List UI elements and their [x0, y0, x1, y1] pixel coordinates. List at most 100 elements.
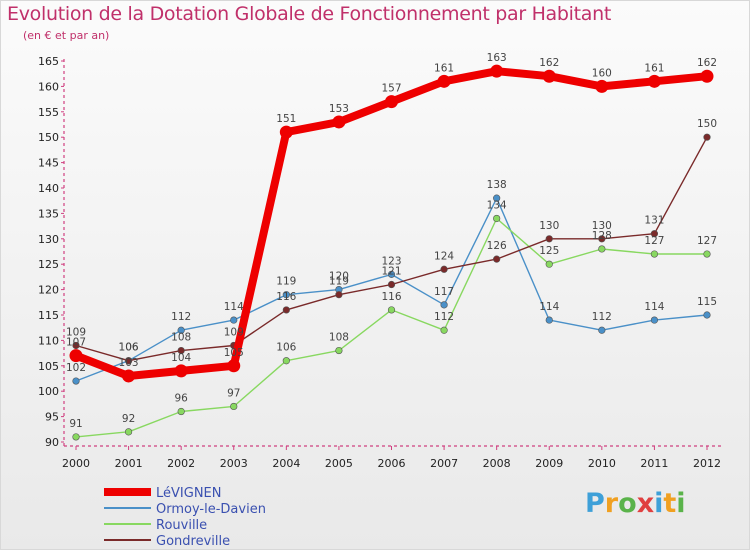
data-label: 97	[227, 387, 240, 399]
data-label: 160	[592, 67, 612, 79]
data-label: 92	[122, 413, 135, 425]
data-label: 114	[224, 301, 244, 313]
data-point	[703, 311, 711, 319]
data-label: 130	[592, 220, 612, 232]
data-point	[490, 64, 504, 78]
data-point	[124, 357, 133, 365]
data-point	[177, 407, 185, 416]
data-point	[703, 133, 711, 141]
data-point	[700, 69, 714, 83]
data-point	[282, 357, 290, 365]
data-label: 114	[644, 301, 664, 313]
data-point	[493, 214, 501, 223]
data-point	[647, 74, 661, 88]
data-label: 116	[381, 291, 401, 303]
x-tick-label: 2012	[693, 457, 721, 470]
data-label: 120	[329, 271, 349, 283]
data-point	[177, 326, 185, 334]
x-tick-label: 2010	[588, 457, 616, 470]
x-tick-label: 2009	[535, 457, 563, 470]
data-label: 103	[119, 357, 139, 369]
data-point	[545, 235, 553, 243]
data-point	[493, 255, 501, 263]
data-label: 108	[329, 332, 349, 344]
y-tick-label: 115	[38, 309, 59, 322]
data-label: 114	[539, 301, 559, 313]
data-label: 162	[539, 57, 559, 69]
data-point	[437, 74, 451, 88]
x-tick-label: 2002	[167, 457, 195, 470]
x-tick-label: 2005	[325, 457, 353, 470]
data-label: 96	[174, 393, 188, 405]
data-label: 106	[276, 342, 296, 354]
data-label: 105	[224, 347, 244, 359]
y-tick-label: 90	[45, 436, 59, 449]
data-label: 127	[644, 235, 664, 247]
data-label: 124	[434, 250, 454, 262]
data-point	[227, 359, 241, 373]
data-label: 106	[119, 342, 139, 354]
data-label: 161	[644, 62, 664, 74]
data-label: 125	[539, 245, 559, 257]
data-point	[279, 125, 293, 139]
data-point	[440, 301, 448, 309]
data-label: 108	[171, 332, 191, 344]
legend-label: Gondreville	[156, 534, 230, 549]
data-label: 106	[119, 342, 139, 354]
data-label: 112	[434, 311, 454, 323]
legend-label: Rouville	[156, 518, 207, 533]
data-point	[542, 69, 556, 83]
data-label: 117	[434, 286, 454, 298]
data-label: 119	[276, 276, 296, 288]
data-label: 104	[171, 352, 191, 364]
data-label: 131	[644, 215, 664, 227]
data-label: 163	[487, 52, 507, 64]
data-label: 151	[276, 113, 296, 125]
data-point	[440, 326, 448, 334]
data-label: 123	[381, 255, 401, 267]
x-tick-label: 2000	[62, 457, 90, 470]
y-tick-label: 130	[38, 233, 59, 246]
y-tick-label: 125	[38, 258, 59, 271]
data-point	[230, 402, 238, 411]
proxiti-logo: Proxiti	[585, 488, 686, 519]
chart-title: Evolution de la Dotation Globale de Fonc…	[7, 3, 612, 25]
data-label: 134	[487, 199, 507, 211]
data-point	[598, 245, 606, 253]
data-point	[230, 316, 238, 324]
data-label: 112	[171, 311, 191, 323]
data-point	[72, 341, 80, 350]
x-tick-label: 2004	[272, 457, 300, 470]
data-label: 162	[697, 57, 717, 69]
data-point	[493, 194, 501, 202]
x-tick-label: 2006	[378, 457, 406, 470]
data-point	[650, 316, 659, 324]
data-point	[177, 346, 185, 355]
data-label: 102	[66, 362, 86, 374]
data-label: 153	[329, 103, 349, 115]
data-point	[72, 433, 80, 441]
data-label: 119	[329, 276, 349, 288]
data-label: 116	[276, 291, 296, 303]
y-tick-label: 145	[38, 157, 59, 170]
y-tick-label: 120	[38, 284, 59, 297]
y-tick-label: 140	[38, 182, 59, 195]
data-point	[387, 280, 396, 289]
chart-subtitle: (en € et par an)	[23, 29, 110, 42]
y-tick-label: 160	[38, 80, 59, 93]
data-point	[650, 230, 659, 238]
data-label: 130	[539, 220, 559, 232]
y-tick-label: 100	[38, 385, 59, 398]
data-point	[72, 377, 80, 385]
data-label: 157	[381, 83, 401, 95]
series-layer	[69, 64, 714, 441]
x-tick-label: 2007	[430, 457, 458, 470]
y-tick-label: 95	[45, 411, 59, 424]
y-tick-label: 135	[38, 207, 59, 220]
data-label: 127	[697, 235, 717, 247]
axes: 90 95 100 105 110 115 120 125 130 135 140 145 150 155…	[38, 55, 721, 470]
data-point	[595, 79, 609, 93]
y-tick-label: 150	[38, 131, 59, 144]
